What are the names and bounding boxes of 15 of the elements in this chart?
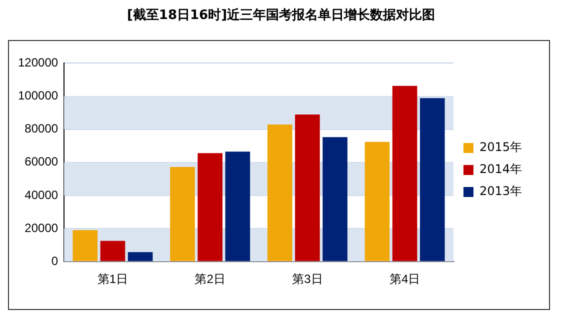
legend-label: 2013年 bbox=[479, 184, 522, 198]
x-tick-label: 第1日 bbox=[97, 272, 128, 286]
x-tick-label: 第3日 bbox=[292, 272, 323, 286]
legend-label: 2015年 bbox=[479, 140, 522, 154]
y-tick-label: 100000 bbox=[18, 88, 58, 103]
x-tick-label: 第4日 bbox=[389, 272, 420, 286]
legend-label: 2014年 bbox=[479, 162, 522, 176]
y-tick-label: 120000 bbox=[18, 56, 58, 70]
y-tick-label: 40000 bbox=[24, 188, 58, 202]
x-tick-label: 第2日 bbox=[194, 272, 226, 286]
y-tick-label: 60000 bbox=[24, 154, 58, 169]
chart-title: [截至18日16时]近三年国考报名单日增长数据对比图 bbox=[126, 7, 436, 24]
y-tick-label: 80000 bbox=[24, 122, 58, 136]
y-tick-label: 20000 bbox=[24, 220, 58, 235]
y-tick-label: 0 bbox=[51, 254, 58, 268]
